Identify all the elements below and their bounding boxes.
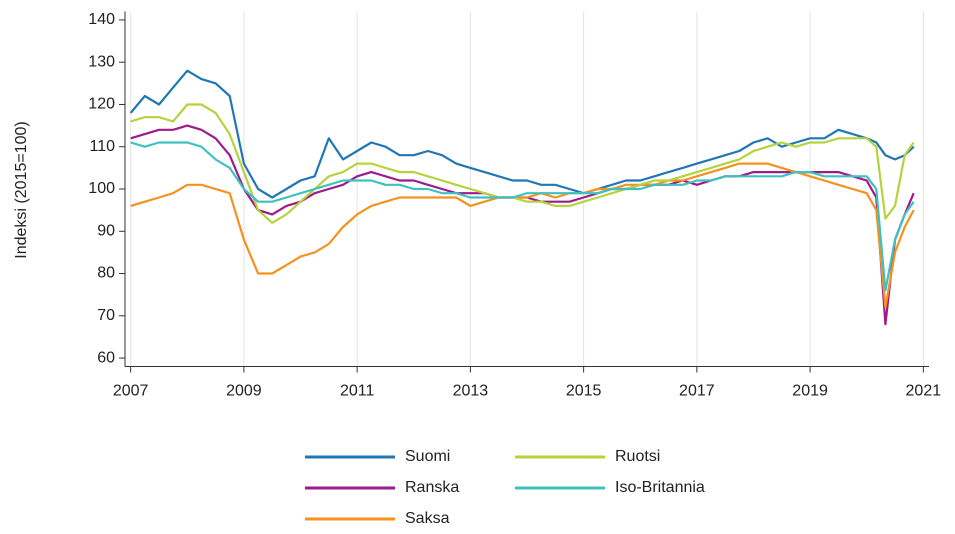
y-tick-label: 130 [88,53,115,70]
y-axis-label: Indeksi (2015=100) [13,121,30,258]
x-tick-label: 2011 [340,383,375,400]
y-tick-label: 110 [89,138,115,155]
legend-label: Ruotsi [615,448,660,465]
x-tick-label: 2007 [113,383,149,400]
y-tick-label: 80 [97,265,115,282]
series-line [129,69,915,199]
x-tick-label: 2021 [906,383,942,400]
x-tick-label: 2017 [679,383,715,400]
legend-label: Saksa [405,510,450,527]
y-tick-label: 100 [88,180,115,197]
y-tick-label: 60 [97,349,115,366]
legend-label: Iso-Britannia [615,479,705,496]
legend-label: Ranska [405,479,459,496]
x-tick-label: 2009 [226,383,262,400]
y-tick-label: 70 [97,307,115,324]
x-tick-label: 2015 [566,383,602,400]
x-tick-label: 2013 [453,383,489,400]
series-line [130,103,915,224]
x-tick-label: 2019 [792,383,828,400]
legend-label: Suomi [405,448,450,465]
y-tick-label: 120 [88,96,115,113]
series-line [130,162,915,309]
series-line [130,124,915,326]
y-tick-label: 90 [97,222,115,239]
y-tick-label: 140 [88,11,115,28]
series-line [130,141,915,292]
